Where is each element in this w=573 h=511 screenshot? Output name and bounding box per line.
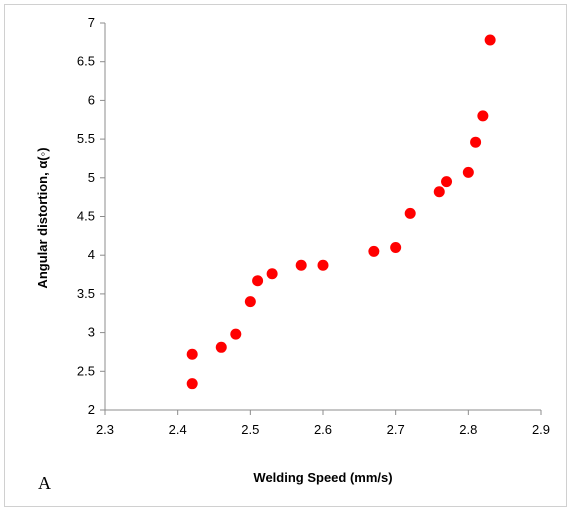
data-point [470,136,482,148]
data-point [477,110,489,122]
y-tick-label: 3.5 [77,286,95,301]
data-point [462,166,474,178]
data-point [295,259,307,271]
x-tick-label: 2.6 [314,422,332,437]
x-axis-title: Welding Speed (mm/s) [253,470,392,485]
data-point [317,259,329,271]
x-tick-label: 2.9 [532,422,550,437]
data-point [368,245,380,257]
y-axis-title: Angular distortion, α(◦) [35,147,50,288]
y-tick-label: 6 [88,92,95,107]
data-point [390,241,402,253]
y-tick-label: 4 [88,247,95,262]
y-tick-label: 6.5 [77,54,95,69]
data-point [433,186,445,198]
data-point [484,34,496,46]
data-point [230,328,242,340]
data-point [244,296,256,308]
data-point [252,275,264,287]
y-tick-label: 7 [88,15,95,30]
chart-frame [4,4,567,507]
y-tick-label: 3 [88,325,95,340]
panel-label: A [38,473,51,493]
x-tick-label: 2.8 [459,422,477,437]
y-tick-label: 5 [88,170,95,185]
data-points [186,34,496,390]
data-point [186,348,198,360]
data-point [215,341,227,353]
y-tick-label: 2 [88,402,95,417]
x-tick-label: 2.4 [169,422,187,437]
x-tick-label: 2.5 [241,422,259,437]
data-point [266,268,278,280]
data-point [404,207,416,219]
data-point [441,176,453,188]
y-tick-label: 2.5 [77,363,95,378]
x-tick-label: 2.3 [96,422,114,437]
y-tick-label: 4.5 [77,209,95,224]
y-tick-label: 5.5 [77,131,95,146]
x-tick-label: 2.7 [387,422,405,437]
data-point [186,378,198,390]
axes: 2 2.5 3 3.5 4 4.5 5 5.5 6 6.5 7 2.3 2.4 2.5 2.6 2.7 2.8 2… [77,15,550,437]
